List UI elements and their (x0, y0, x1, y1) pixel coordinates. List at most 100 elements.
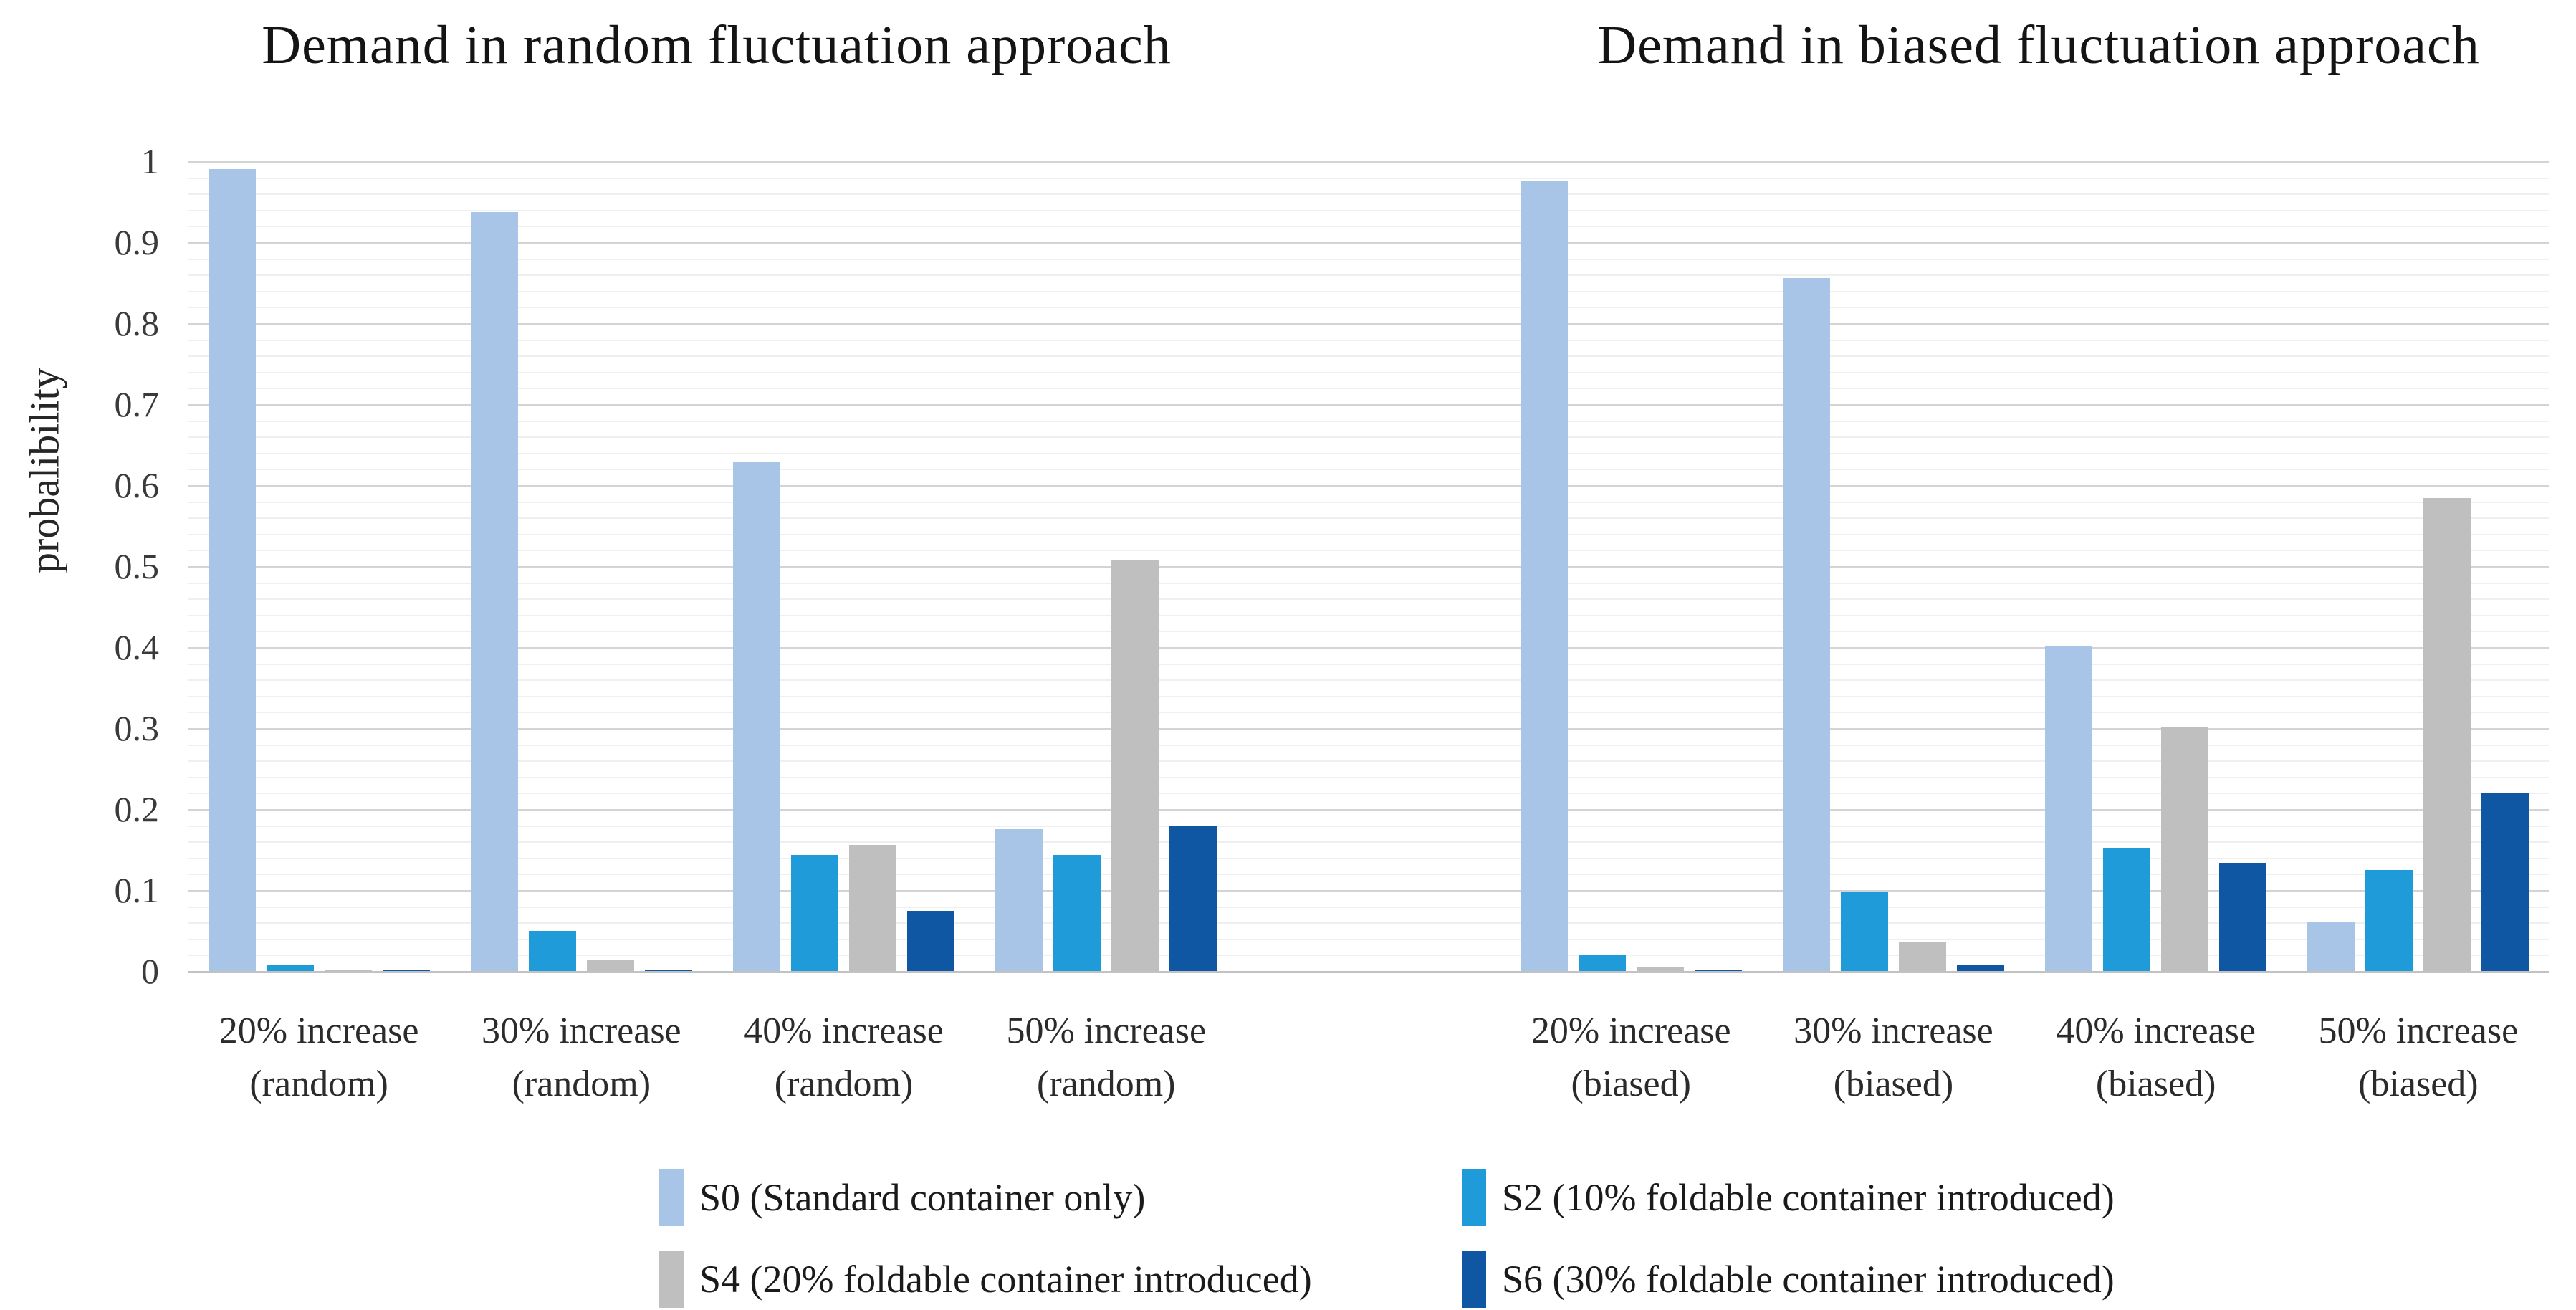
legend-swatch-s2 (1462, 1169, 1486, 1226)
y-tick-label: 0.5 (114, 546, 160, 586)
bar-s6 (2481, 793, 2529, 971)
bar-s2 (2365, 869, 2413, 971)
legend-label: S6 (30% foldable container introduced) (1502, 1258, 2115, 1301)
x-tick-line2: (random) (512, 1063, 651, 1104)
minor-gridline (188, 793, 2549, 795)
minor-gridline (188, 631, 2549, 633)
x-tick-line1: 20% increase (1531, 1010, 1731, 1051)
x-tick-label: 50% increase (random) (975, 1005, 1237, 1111)
major-gridline (188, 647, 2549, 649)
bar-s4 (2423, 498, 2471, 971)
bar-s4 (1898, 942, 1946, 971)
legend-item: S0 (Standard container only) (659, 1167, 1145, 1228)
bar-s2 (1840, 892, 1888, 971)
bar-group-slot (450, 161, 712, 971)
bar-group-slot (2287, 161, 2549, 971)
bar-s6 (2219, 862, 2267, 971)
x-tick-label: 30% increase (random) (450, 1005, 712, 1111)
chart-title-left: Demand in random fluctuation approach (262, 15, 1172, 75)
x-tick-line1: 50% increase (2318, 1010, 2519, 1051)
legend-label: S0 (Standard container only) (699, 1176, 1146, 1219)
bar-s4 (324, 969, 372, 971)
legend-swatch-s6 (1462, 1251, 1486, 1308)
x-tick-line1: 20% increase (219, 1010, 419, 1051)
bar-s0 (208, 169, 256, 971)
minor-gridline (188, 517, 2549, 520)
x-tick-label: 40% increase (biased) (2025, 1005, 2287, 1111)
minor-gridline (188, 355, 2549, 358)
minor-gridline (188, 695, 2549, 697)
x-tick-label: 20% increase (random) (188, 1005, 450, 1111)
minor-gridline (188, 841, 2549, 843)
minor-gridline (188, 550, 2549, 552)
bar-s6 (907, 911, 955, 971)
y-tick-label: 0.3 (114, 708, 160, 748)
legend-item: S2 (10% foldable container introduced) (1462, 1167, 2115, 1228)
major-gridline (188, 323, 2549, 325)
legend-swatch-s0 (659, 1169, 684, 1226)
minor-gridline (188, 760, 2549, 762)
bar-s0 (1782, 277, 1830, 971)
x-tick-label: 20% increase (biased) (1500, 1005, 1762, 1111)
x-tick-line2: (biased) (2095, 1063, 2216, 1104)
minor-gridline (188, 177, 2549, 179)
bar-s2 (1578, 955, 1626, 971)
x-tick-label: 40% increase (random) (712, 1005, 975, 1111)
bar-s0 (2045, 646, 2093, 971)
bar-s4 (1636, 967, 1684, 971)
x-tick-line2: (random) (1037, 1063, 1176, 1104)
y-tick-label: 0 (141, 951, 159, 991)
y-tick-label: 0.4 (114, 627, 160, 667)
minor-gridline (188, 339, 2549, 341)
bar-group-slot (712, 161, 975, 971)
minor-gridline (188, 452, 2549, 454)
x-tick-line2: (random) (249, 1063, 388, 1104)
x-tick-label: 50% increase (biased) (2287, 1005, 2549, 1111)
x-tick-line1: 40% increase (744, 1010, 944, 1051)
minor-gridline (188, 258, 2549, 260)
major-gridline (188, 404, 2549, 406)
bar-s2 (528, 930, 576, 971)
bar-s6 (382, 970, 430, 971)
minor-gridline (188, 744, 2549, 746)
minor-gridline (188, 226, 2549, 228)
y-tick-label: 1 (141, 141, 159, 181)
minor-gridline (188, 274, 2549, 277)
bar-s4 (2161, 727, 2209, 971)
minor-gridline (188, 906, 2549, 908)
y-tick-label: 0.7 (114, 384, 160, 424)
y-tick-label: 0.8 (114, 303, 160, 343)
major-gridline (188, 242, 2549, 244)
x-tick-line1: 40% increase (2056, 1010, 2256, 1051)
bar-s0 (470, 212, 518, 971)
legend-swatch-s4 (659, 1251, 684, 1308)
minor-gridline (188, 922, 2549, 924)
minor-gridline (188, 857, 2549, 859)
minor-gridline (188, 420, 2549, 422)
legend-label: S2 (10% foldable container introduced) (1502, 1176, 2115, 1219)
bar-groups (188, 161, 2549, 971)
x-tick-line1: 50% increase (1006, 1010, 1207, 1051)
bar-s6 (1169, 826, 1217, 971)
minor-gridline (188, 955, 2549, 957)
bar-s6 (644, 969, 692, 971)
bar-s0 (733, 462, 781, 971)
minor-gridline (188, 501, 2549, 503)
minor-gridline (188, 533, 2549, 535)
x-tick-line2: (random) (774, 1063, 914, 1104)
bar-s2 (266, 964, 314, 971)
major-gridline (188, 566, 2549, 568)
bar-s2 (2103, 848, 2151, 971)
bar-group-slot (1500, 161, 1762, 971)
major-gridline (188, 890, 2549, 892)
minor-gridline (188, 663, 2549, 665)
minor-gridline (188, 307, 2549, 309)
minor-gridline (188, 776, 2549, 778)
minor-gridline (188, 436, 2549, 439)
minor-gridline (188, 193, 2549, 196)
x-tick-line2: (biased) (2358, 1063, 2479, 1104)
minor-gridline (188, 371, 2549, 373)
y-tick-label: 0.6 (114, 465, 160, 505)
bar-group-slot (2025, 161, 2287, 971)
legend-item: S4 (20% foldable container introduced) (659, 1248, 1312, 1310)
